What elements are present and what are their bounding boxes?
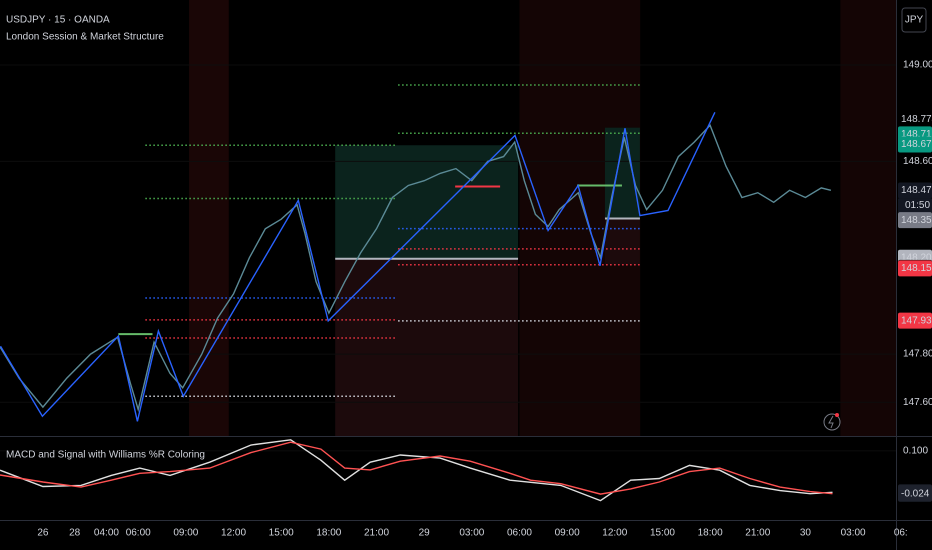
- currency-label[interactable]: JPY: [905, 15, 924, 26]
- price-label-box: [898, 485, 932, 502]
- x-tick-label: 21:00: [745, 528, 770, 539]
- price-pane: [0, 0, 896, 436]
- price-label-box: [898, 312, 932, 329]
- price-label-box: [898, 111, 932, 128]
- x-tick-label: 04:00: [94, 528, 119, 539]
- price-label: 148.156: [901, 263, 932, 274]
- macd-title[interactable]: MACD and Signal with Williams %R Colorin…: [6, 450, 205, 461]
- price-label: -0.024: [901, 488, 930, 499]
- macd-pane: [0, 439, 896, 502]
- price-label: 148.479: [901, 185, 932, 196]
- y-tick-label: 149.000: [903, 60, 932, 71]
- y-tick-label: 0.100: [903, 445, 928, 456]
- x-tick-label: 09:00: [555, 528, 580, 539]
- x-tick-label: 18:00: [316, 528, 341, 539]
- y-tick-label: 148.600: [903, 156, 932, 167]
- series-line: [0, 111, 716, 422]
- session-band: [840, 0, 896, 436]
- x-tick-label: 28: [69, 528, 81, 539]
- x-tick-label: 21:00: [364, 528, 389, 539]
- x-tick-label: 30: [800, 528, 812, 539]
- series-line: [0, 441, 833, 495]
- alert-icon[interactable]: [823, 413, 841, 431]
- indicator-title[interactable]: London Session & Market Structure: [6, 32, 164, 43]
- x-tick-label: 26: [37, 528, 49, 539]
- x-tick-label: 09:00: [173, 528, 198, 539]
- price-label: 148.200: [901, 252, 932, 263]
- countdown-box: [898, 198, 932, 213]
- price-label-box: [898, 136, 932, 153]
- x-tick-label: 12:00: [602, 528, 627, 539]
- x-tick-label: 06:: [894, 528, 908, 539]
- currency-button[interactable]: [901, 7, 927, 33]
- price-label-box: [898, 260, 932, 277]
- y-tick-label: 147.800: [903, 349, 932, 360]
- price-label: 148.670: [901, 139, 932, 150]
- x-tick-label: 03:00: [459, 528, 484, 539]
- x-tick-label: 06:00: [126, 528, 151, 539]
- countdown: 01:50: [905, 200, 930, 211]
- symbol-title[interactable]: USDJPY · 15 · OANDA: [6, 15, 110, 26]
- structure-zone: [604, 218, 640, 265]
- axes: 147.600 147.800 148.600 149.000 148.774 148.7…: [37, 60, 932, 539]
- x-tick-label: 03:00: [841, 528, 866, 539]
- price-label: 148.712: [901, 129, 932, 140]
- price-label-box: [898, 182, 932, 199]
- x-tick-label: 18:00: [698, 528, 723, 539]
- x-tick-label: 06:00: [507, 528, 532, 539]
- structure-zone: [335, 145, 519, 259]
- x-tick-label: 29: [419, 528, 431, 539]
- alert-bolt: [828, 415, 834, 429]
- x-tick-label: 15:00: [269, 528, 294, 539]
- x-tick-label: 15:00: [650, 528, 675, 539]
- x-tick-label: 12:00: [221, 528, 246, 539]
- price-label: 148.356: [901, 215, 932, 226]
- y-tick-label: 147.600: [903, 397, 932, 408]
- alert-dot: [835, 413, 839, 417]
- price-label: 148.774: [901, 114, 932, 125]
- session-band: [189, 0, 229, 436]
- price-label-box: [898, 212, 932, 229]
- structure-zone: [335, 258, 519, 436]
- series-line: [0, 124, 832, 413]
- price-label: 147.939: [901, 315, 932, 326]
